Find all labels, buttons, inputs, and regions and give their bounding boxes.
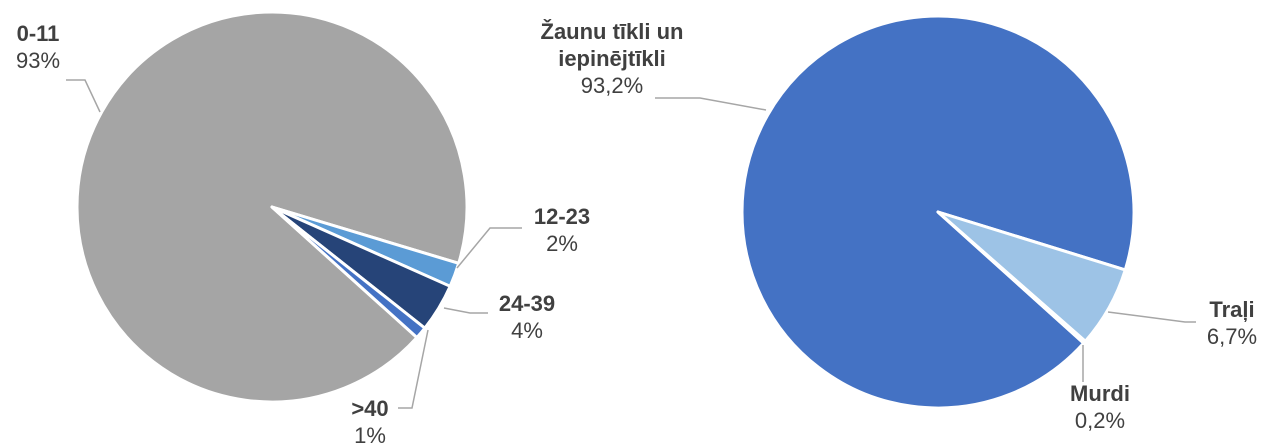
leader-line <box>66 79 101 113</box>
data-label: Traļi 6,7% <box>1207 296 1257 350</box>
data-label: Murdi 0,2% <box>1070 380 1130 434</box>
value-label: 93% <box>15 48 61 73</box>
value-label: 1% <box>354 423 386 447</box>
category-label: >40 <box>351 396 389 421</box>
value-label: 2% <box>546 231 578 256</box>
category-label: 0-11 <box>16 21 60 46</box>
pie-slice <box>270 205 427 339</box>
category-label: 12-23 <box>533 204 591 229</box>
data-label: 12-23 2% <box>534 203 590 257</box>
data-label: 24-39 4% <box>499 290 555 344</box>
leader-line <box>443 307 488 314</box>
value-label: 93,2% <box>580 73 644 98</box>
data-label: >40 1% <box>351 395 388 447</box>
category-label: Murdi <box>1070 381 1130 406</box>
value-label: 0,2% <box>1074 408 1126 433</box>
leader-line <box>655 97 767 111</box>
leader-line <box>456 227 522 269</box>
category-label: 24-39 <box>498 291 556 316</box>
data-label: 0-11 93% <box>16 20 60 74</box>
leader-line <box>398 329 429 409</box>
value-label: 4% <box>511 318 543 343</box>
data-label: Žaunu tīkli un iepinējtīkli 93,2% <box>512 18 712 99</box>
value-label: 6,7% <box>1206 324 1258 349</box>
leader-line <box>1107 311 1196 323</box>
pie-slice <box>936 210 1087 345</box>
category-label: Žaunu tīkli un iepinējtīkli <box>540 19 684 71</box>
category-label: Traļi <box>1209 297 1255 322</box>
pie-slice <box>75 10 469 404</box>
